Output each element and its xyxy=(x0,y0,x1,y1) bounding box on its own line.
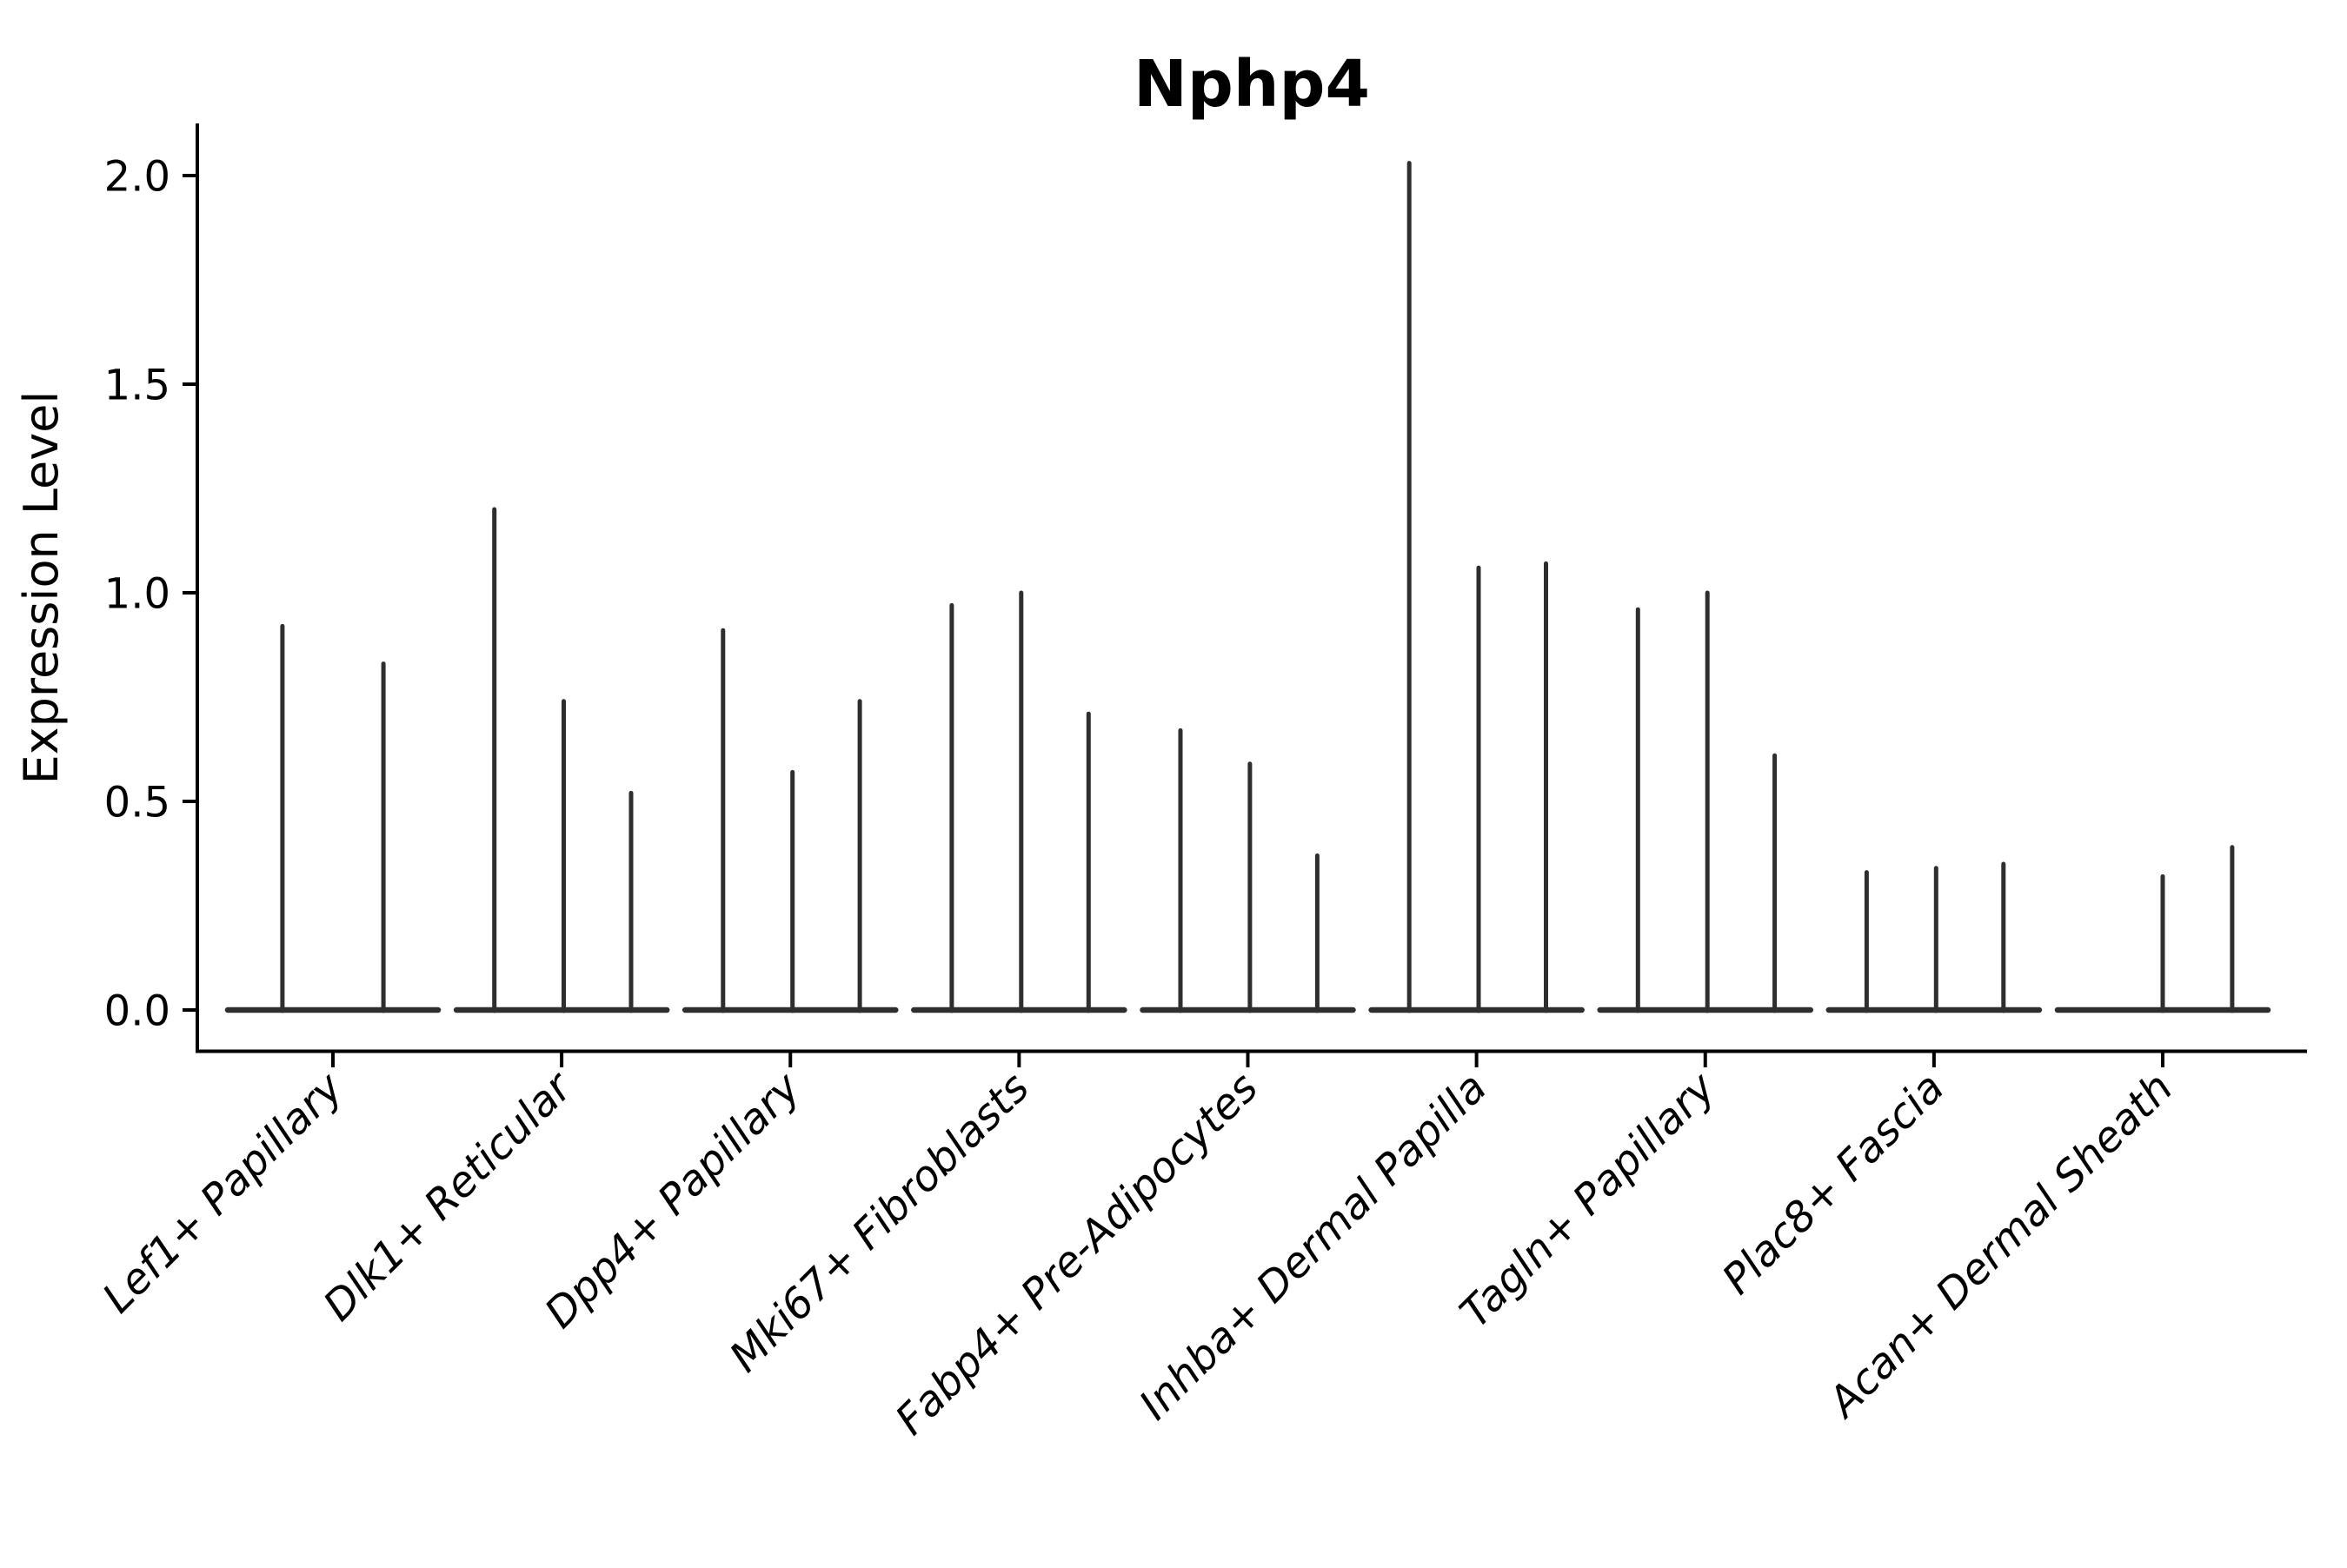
x-tick-label: Tagln+ Papillary xyxy=(1451,1063,1725,1338)
y-tick-label: 1.5 xyxy=(104,361,170,409)
x-tick-label: Dlk1+ Reticular xyxy=(314,1061,583,1331)
y-tick-label: 0.5 xyxy=(104,778,170,827)
y-tick-label: 0.0 xyxy=(104,987,170,1035)
y-axis-label: Expression Level xyxy=(14,391,69,785)
y-tick-label: 1.0 xyxy=(104,569,170,618)
y-tick-label: 2.0 xyxy=(104,152,170,201)
x-tick-label: Dpp4+ Papillary xyxy=(535,1063,810,1338)
x-tick-label: Lef1+ Papillary xyxy=(93,1063,353,1323)
chart-title: Nphp4 xyxy=(1134,47,1370,122)
x-tick-label: Fabp4+ Pre-Adipocytes xyxy=(886,1063,1267,1445)
x-tick-label: Plac8+ Fascia xyxy=(1713,1063,1954,1304)
